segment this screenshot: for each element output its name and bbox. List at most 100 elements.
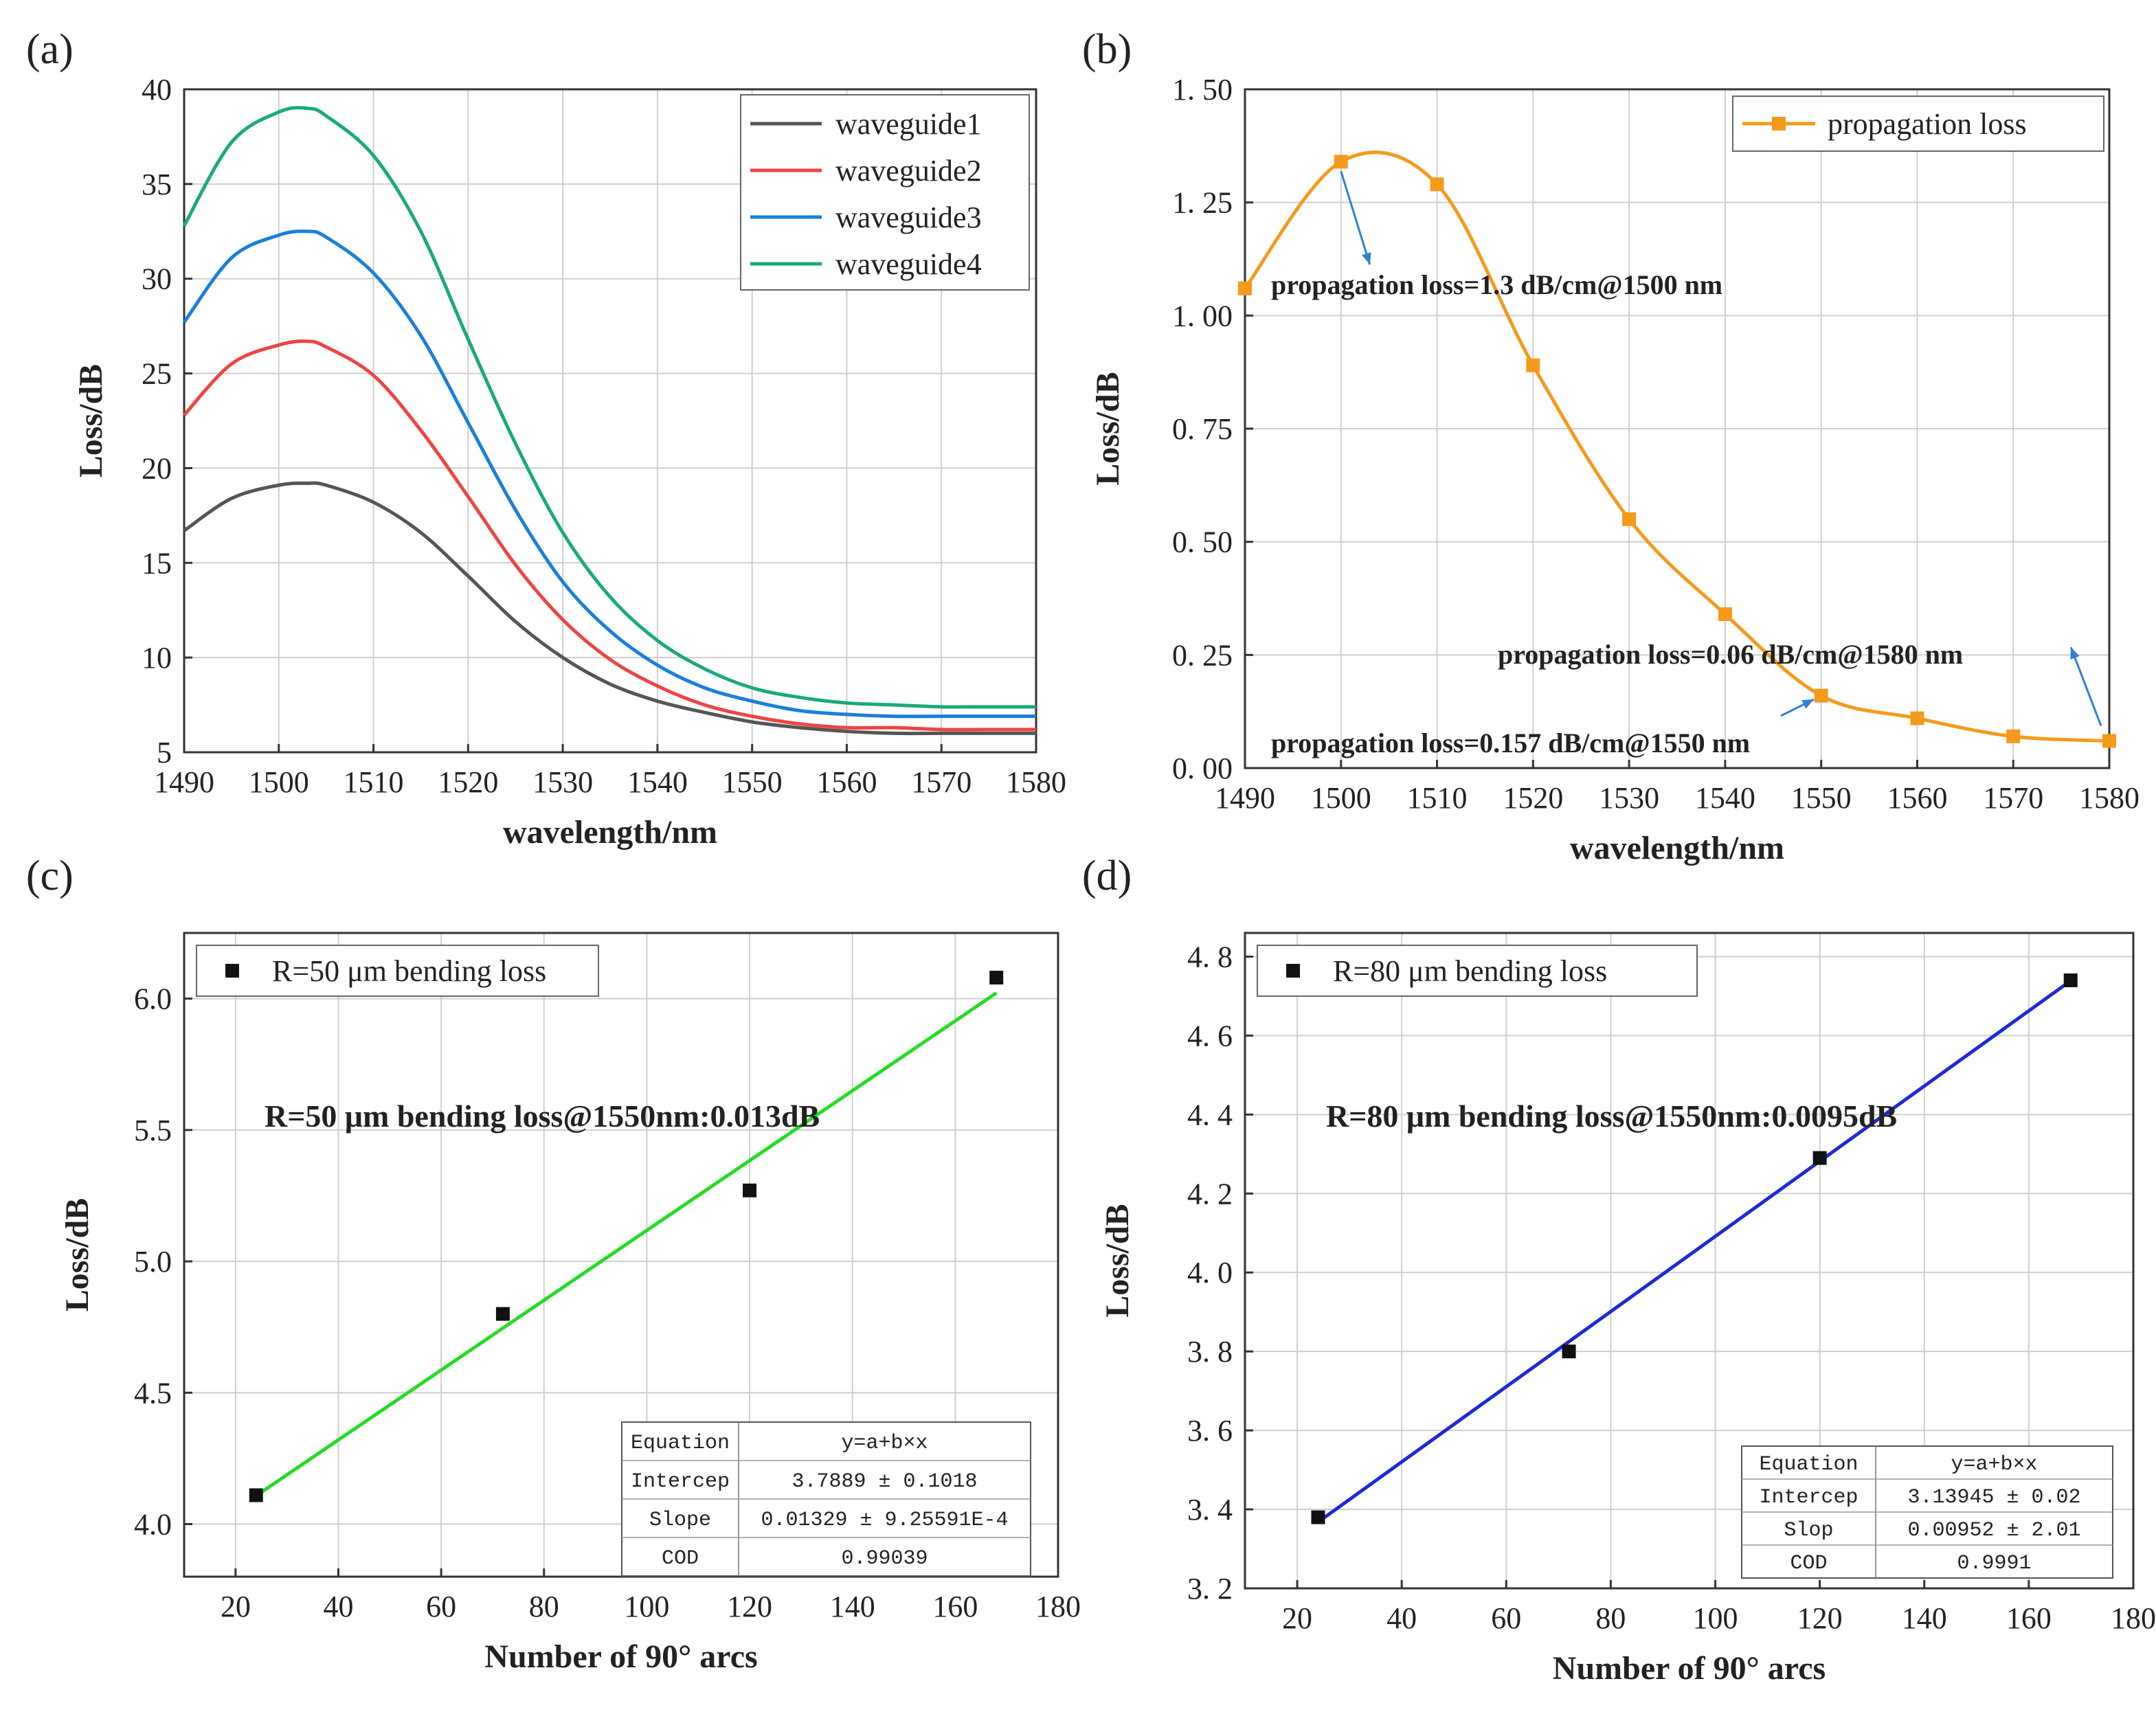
fit-line [255,991,998,1498]
x-tick-label: 1500 [249,765,309,799]
x-tick-label: 1540 [1695,781,1755,815]
x-tick-label: 1560 [1887,781,1947,815]
series-line-waveguide1 [183,481,1036,736]
x-tick-label: 1520 [438,765,498,799]
y-tick-label: 15 [142,546,172,580]
data-point-marker [743,1183,757,1197]
x-tick-label: 60 [426,1590,456,1623]
x-tick-label: 1530 [1599,781,1659,815]
annotation-arrow-head [1801,699,1814,709]
x-tick-label: 80 [529,1590,559,1623]
y-axis-label: Loss/dB [1090,372,1126,485]
data-point-marker [1526,358,1540,372]
legend-marker [1286,964,1300,978]
x-tick-label: 120 [1797,1601,1843,1635]
legend-label: waveguide3 [835,201,982,234]
y-axis-label: Loss/dB [1099,1204,1136,1317]
y-tick-label: 40 [142,73,172,106]
y-tick-label: 4.0 [134,1508,172,1542]
x-tick-label: 160 [2006,1601,2052,1635]
x-tick-label: 1570 [1983,781,2043,815]
x-tick-label: 140 [1902,1601,1947,1635]
x-tick-label: 1500 [1311,781,1371,815]
y-tick-label: 4. 0 [1187,1256,1233,1289]
y-tick-label: 4. 2 [1187,1177,1233,1210]
x-tick-label: 160 [932,1590,978,1623]
x-tick-label: 1580 [1006,765,1066,799]
x-tick-label: 1580 [2079,781,2140,815]
legend-box [196,945,599,997]
y-tick-label: 1. 50 [1172,73,1233,106]
x-tick-label: 1530 [532,765,593,799]
y-tick-label: 3. 8 [1187,1335,1233,1369]
x-tick-label: 20 [1282,1601,1312,1635]
x-tick-label: 100 [1693,1601,1738,1635]
data-point-marker [495,1307,510,1321]
y-tick-label: 4.5 [134,1376,172,1410]
y-tick-label: 5.0 [134,1245,172,1279]
stats-table-key: COD [662,1547,699,1570]
stats-table-key: Slope [649,1509,711,1532]
stats-table-key: COD [1790,1552,1827,1575]
y-tick-label: 10 [142,641,172,675]
y-tick-label: 5 [157,736,172,769]
stats-table-value: 0.9991 [1957,1552,2031,1575]
panel-label: (d) [1082,853,1132,899]
series-line-waveguide2 [183,339,1036,732]
x-tick-label: 1550 [722,765,783,799]
y-axis-label: Loss/dB [73,364,109,477]
x-axis-label: Number of 90° arcs [1553,1650,1826,1687]
data-point-marker [1334,155,1348,169]
panel-b: (b) 1490 1500 1510 1520 1530 1540 1550 1560 1570 1… [1082,26,2140,866]
y-tick-label: 3. 6 [1187,1414,1233,1448]
data-point-marker [1562,1344,1576,1359]
panel-d: (d) 20 40 60 80 100 120 140 160 180 3. 2 3. 4 3. 6 3.… [1082,853,2156,1687]
legend-label: waveguide4 [835,247,982,281]
x-axis-label: Number of 90° arcs [484,1638,757,1675]
legend-label: R=80 μm bending loss [1333,954,1607,988]
x-tick-label: 1570 [911,765,972,799]
series-line-propagation-loss [1244,150,2110,743]
y-tick-label: 0. 00 [1172,752,1233,785]
stats-table-value: 0.99039 [841,1547,928,1570]
y-tick-label: 0. 75 [1172,412,1233,446]
y-tick-label: 3. 2 [1187,1572,1233,1606]
stats-table-key: Intercep [1759,1486,1858,1509]
plot-frame [183,88,1037,754]
y-tick-label: 1. 00 [1172,299,1233,333]
stats-table-key: Intercep [631,1470,730,1494]
series-line-waveguide3 [182,229,1036,719]
y-tick-label: 6.0 [134,982,172,1016]
legend-box [740,94,1030,291]
y-tick-label: 0. 50 [1172,526,1233,559]
x-tick-label: 80 [1595,1601,1626,1635]
panel-label: (b) [1082,26,1132,73]
x-tick-label: 140 [830,1590,875,1623]
y-tick-label: 30 [142,262,172,296]
x-tick-label: 1490 [1215,781,1275,815]
x-tick-label: 1560 [816,765,877,799]
x-tick-label: 180 [2111,1601,2156,1635]
y-tick-label: 4. 6 [1187,1019,1233,1052]
x-tick-label: 100 [624,1590,669,1623]
annotation-arrow-head [2070,647,2080,660]
stats-table-value: y=a+b×x [841,1432,928,1455]
stats-table-key: Equation [1759,1453,1858,1476]
data-point-marker [1238,281,1252,295]
y-tick-label: 4. 4 [1187,1098,1233,1131]
legend-label: waveguide2 [835,154,982,188]
legend-box [1257,945,1698,997]
annotation-arrow-line [1340,170,1371,265]
data-point-marker [2006,729,2021,743]
series-line-waveguide4 [182,106,1036,709]
x-tick-label: 1510 [1407,781,1468,815]
panel-a: (a)1490 1500 1510 1520 1530 1540 1550 1560 1570 1… [26,26,1066,851]
x-tick-label: 1490 [154,765,214,799]
data-point-marker [989,971,1004,985]
x-tick-label: 1520 [1503,781,1563,815]
annotation-text: propagation loss=1.3 dB/cm@1500 nm [1271,269,1722,300]
data-point-marker [2102,734,2116,748]
annotation-text: propagation loss=0.06 dB/cm@1580 nm [1498,639,1963,670]
y-tick-label: 35 [142,168,172,201]
